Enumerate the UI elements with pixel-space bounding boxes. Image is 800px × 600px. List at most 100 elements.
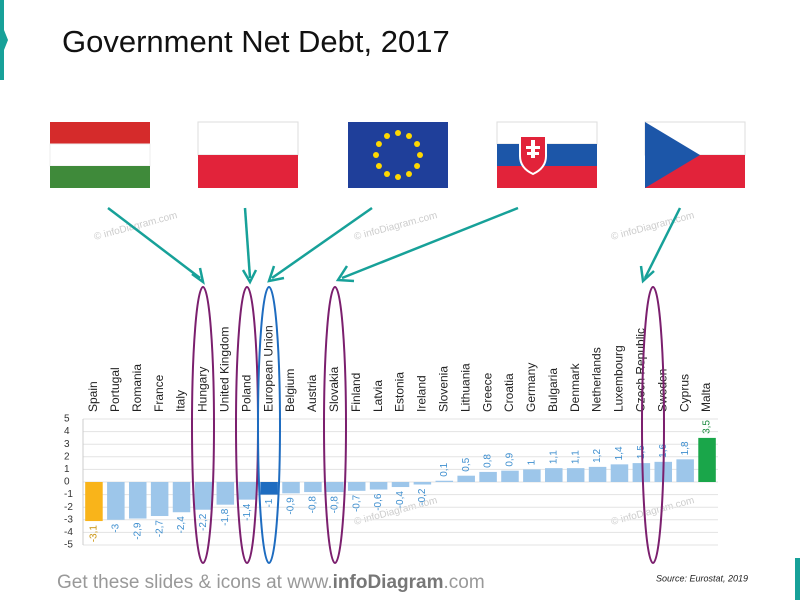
bar	[260, 482, 278, 495]
x-tick-label: Romania	[130, 364, 144, 412]
bar	[457, 475, 475, 482]
x-tick-label: Malta	[699, 382, 713, 412]
x-tick-label: Greece	[480, 372, 494, 412]
footer-suffix: .com	[443, 572, 484, 593]
bar	[501, 470, 519, 482]
value-label: 1	[527, 459, 538, 465]
value-label: -3	[110, 523, 121, 532]
x-tick-label: Lithuania	[458, 363, 472, 412]
x-tick-label: European Union	[261, 325, 275, 412]
bar	[194, 482, 213, 510]
x-tick-label: Croatia	[502, 373, 516, 412]
flag-czech	[644, 121, 746, 188]
value-label: 0,5	[461, 457, 472, 471]
value-label: 1,1	[570, 450, 581, 464]
x-tick-label: Belgium	[283, 369, 297, 412]
bar	[610, 464, 629, 482]
value-label: -1,4	[242, 503, 253, 521]
bar	[369, 482, 388, 490]
title: Government Net Debt, 2017	[62, 24, 450, 59]
footer-prefix: Get these slides & icons at www.	[57, 572, 333, 593]
flag-hungary	[49, 122, 151, 188]
value-label: -2,4	[176, 516, 187, 534]
x-tick-label: Austria	[305, 374, 319, 412]
x-tick-label: Ireland	[415, 375, 429, 412]
y-tick-label: 2	[64, 451, 70, 462]
flag-poland	[197, 121, 299, 188]
x-tick-label: Finland	[349, 373, 363, 412]
bar	[479, 471, 497, 482]
x-tick-label: Slovenia	[436, 366, 450, 412]
arrows	[107, 206, 682, 285]
bar	[391, 482, 410, 488]
bar	[545, 468, 563, 482]
y-tick-label: -1	[64, 489, 73, 500]
x-tick-label: France	[152, 374, 166, 412]
y-tick-label: -4	[64, 527, 73, 538]
value-label: -0,8	[329, 496, 340, 514]
bar	[698, 437, 716, 482]
value-label: -0,2	[417, 488, 428, 506]
bar	[304, 482, 322, 493]
x-tick-label: Portugal	[108, 367, 122, 412]
bar	[632, 463, 651, 482]
highlight-ellipses	[191, 286, 665, 564]
x-tick-label: Spain	[86, 381, 100, 412]
x-tick-label: Czech Republic	[634, 328, 648, 412]
x-tick-label: Germany	[524, 363, 538, 412]
bar	[676, 459, 694, 482]
bar	[172, 482, 191, 513]
value-label: -0,6	[373, 493, 384, 511]
x-tick-label: United Kingdom	[217, 327, 231, 412]
value-label: -0,8	[308, 496, 319, 514]
value-label: -0,4	[395, 491, 406, 509]
value-label: -0,9	[286, 497, 297, 515]
y-tick-label: -5	[64, 540, 73, 551]
y-tick-label: 3	[64, 439, 70, 450]
bar	[128, 482, 147, 519]
bar	[566, 468, 585, 482]
y-tick-label: -2	[64, 502, 73, 513]
source: Source: Eurostat, 2019	[656, 573, 748, 583]
bar	[347, 482, 366, 491]
x-tick-label: Slovakia	[327, 366, 341, 412]
value-label: -2,9	[132, 522, 143, 540]
y-tick-label: 1	[64, 464, 70, 475]
flag-eu	[348, 122, 448, 188]
bar	[282, 482, 300, 494]
value-label: 3,5	[702, 420, 713, 434]
x-tick-label: Denmark	[568, 362, 582, 412]
y-tick-label: 4	[64, 426, 70, 437]
value-label: -2,7	[154, 520, 165, 538]
x-tick-label: Sweden	[655, 369, 669, 412]
y-tick-label: 5	[64, 414, 70, 425]
footer-brand: infoDiagram	[333, 572, 444, 593]
bar	[216, 482, 235, 505]
value-label: 0,8	[483, 454, 494, 468]
value-label: -0,7	[351, 494, 362, 512]
x-tick-label: Cyprus	[677, 374, 691, 412]
x-tick-label: Bulgaria	[546, 368, 560, 412]
x-tick-label: Italy	[174, 390, 188, 412]
bar	[588, 466, 607, 482]
corner-bar	[795, 558, 800, 600]
bar	[326, 482, 344, 493]
footer: Get these slides & icons at www.infoDiag…	[57, 572, 485, 593]
bar	[435, 480, 454, 482]
watermark: © infoDiagram.com	[610, 210, 696, 243]
bar	[85, 482, 103, 522]
x-tick-label: Netherlands	[590, 347, 604, 412]
value-label: 1,2	[592, 449, 603, 463]
value-label: -2,2	[198, 513, 209, 531]
value-label: 1,8	[680, 441, 691, 455]
x-tick-label: Hungary	[196, 367, 210, 412]
x-tick-label: Luxembourg	[612, 345, 626, 412]
value-label: 1,4	[614, 446, 625, 460]
value-label: -1	[264, 498, 275, 507]
x-tick-label: Poland	[239, 375, 253, 412]
corner-bar	[0, 0, 4, 80]
value-label: 0,1	[439, 462, 450, 476]
watermark: © infoDiagram.com	[610, 495, 696, 528]
flag-slovakia	[496, 121, 598, 188]
